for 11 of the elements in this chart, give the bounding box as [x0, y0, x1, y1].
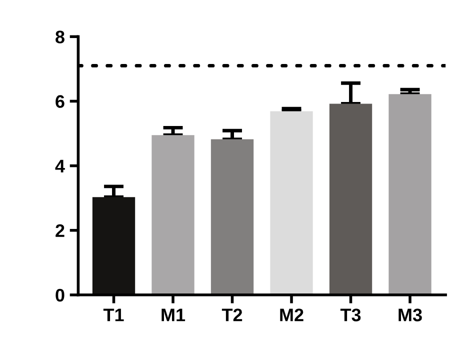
x-tick-label: M2: [280, 308, 304, 322]
y-tick-label: 6: [56, 95, 64, 108]
x-tick-label: T3: [340, 308, 361, 322]
y-tick-label: 2: [56, 224, 64, 237]
y-tick-label: 4: [55, 160, 65, 172]
y-tick-label: 8: [56, 30, 64, 44]
x-tick-label: M3: [398, 308, 422, 322]
x-tick-label: T1: [103, 308, 124, 322]
x-tick-label: T2: [222, 308, 242, 322]
y-tick-label: 0: [56, 288, 64, 302]
x-tick-label: M1: [162, 308, 186, 322]
